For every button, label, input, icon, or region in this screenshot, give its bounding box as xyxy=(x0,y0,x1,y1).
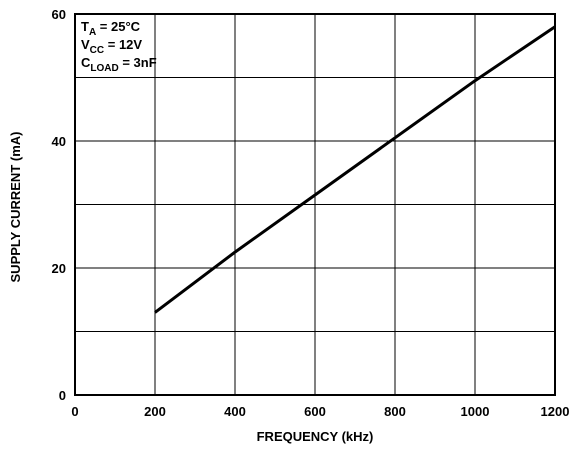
series-layer xyxy=(154,25,556,314)
grid xyxy=(74,13,556,396)
condition-line: VCC = 12V xyxy=(81,37,142,56)
x-tick-label: 1200 xyxy=(541,404,570,419)
x-tick-label: 0 xyxy=(71,404,78,419)
plot-border xyxy=(74,13,556,396)
x-tick-label: 600 xyxy=(304,404,326,419)
x-tick-label: 400 xyxy=(224,404,246,419)
x-tick-label: 1000 xyxy=(461,404,490,419)
plot-frame xyxy=(74,13,556,396)
y-tick-label: 40 xyxy=(52,134,66,149)
x-tick-labels: 0 200 400 600 800 1000 1200 xyxy=(71,404,569,419)
condition-line: CLOAD = 3nF xyxy=(81,55,157,74)
y-axis-label: SUPPLY CURRENT (mA) xyxy=(8,132,23,283)
condition-line: TA = 25°C xyxy=(81,19,141,38)
x-axis-label: FREQUENCY (kHz) xyxy=(257,429,374,444)
x-tick-label: 200 xyxy=(144,404,166,419)
y-tick-label: 0 xyxy=(59,388,66,403)
x-tick-label: 800 xyxy=(384,404,406,419)
y-tick-labels: 0 20 40 60 xyxy=(52,7,66,403)
y-tick-label: 60 xyxy=(52,7,66,22)
y-tick-label: 20 xyxy=(52,261,66,276)
supply-current-line xyxy=(154,25,556,314)
